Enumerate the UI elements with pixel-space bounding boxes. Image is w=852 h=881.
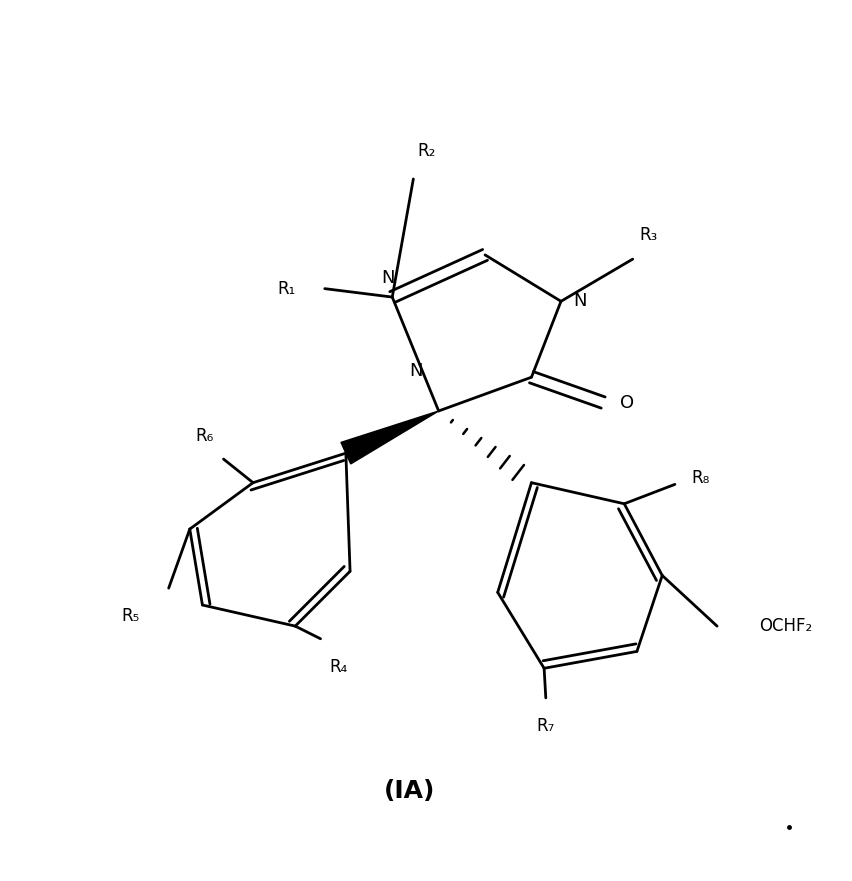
Text: R₆: R₆ [196,426,214,445]
Text: R₇: R₇ [537,717,555,736]
Text: (IA): (IA) [383,779,435,803]
Text: O: O [620,394,634,411]
Text: N: N [573,292,587,310]
Text: R₈: R₈ [692,470,710,487]
Text: R₃: R₃ [640,226,658,244]
Text: R₁: R₁ [277,279,296,298]
Polygon shape [341,411,439,464]
Text: OCHF₂: OCHF₂ [759,617,813,635]
Text: R₂: R₂ [417,143,436,160]
Text: N: N [409,362,423,381]
Text: R₄: R₄ [329,658,348,676]
Text: N: N [382,269,394,287]
Text: R₅: R₅ [121,607,139,625]
